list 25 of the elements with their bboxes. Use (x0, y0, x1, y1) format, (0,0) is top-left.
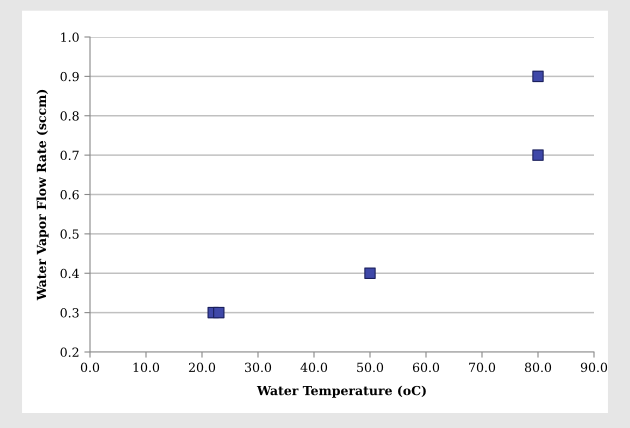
x-tick-label: 60.0 (412, 362, 440, 372)
y-axis-title: Water Vapor Flow Rate (sccm) (36, 90, 49, 300)
point (532, 149, 544, 161)
y-tick-label: 0.7 (60, 150, 79, 160)
x-tick-label: 0.0 (80, 362, 100, 372)
y-tick-label: 0.8 (60, 111, 79, 121)
x-tick-label: 70.0 (469, 362, 496, 372)
point (213, 306, 225, 318)
y-tick-label: 1.0 (61, 32, 79, 42)
x-tick-label: 40.0 (300, 362, 328, 372)
point (364, 268, 376, 279)
y-tick-label: 0.4 (60, 268, 79, 278)
x-tick-label: 20.0 (188, 362, 216, 372)
x-tick-label: 80.0 (524, 362, 552, 372)
point (532, 70, 544, 82)
x-tick-label: 10.0 (134, 362, 160, 372)
x-tick-label: 30.0 (245, 362, 272, 372)
x-tick-label: 50.0 (357, 362, 384, 372)
y-tick-label: 0.5 (60, 229, 79, 239)
y-tick-label: 0.2 (60, 347, 78, 357)
y-tick-label: 0.6 (60, 190, 79, 200)
x-axis-title: Water Temperature (oC) (256, 386, 426, 398)
x-tick-label: 90.0 (580, 362, 608, 372)
y-tick-label: 0.3 (60, 308, 79, 318)
y-tick-label: 0.9 (60, 72, 79, 82)
